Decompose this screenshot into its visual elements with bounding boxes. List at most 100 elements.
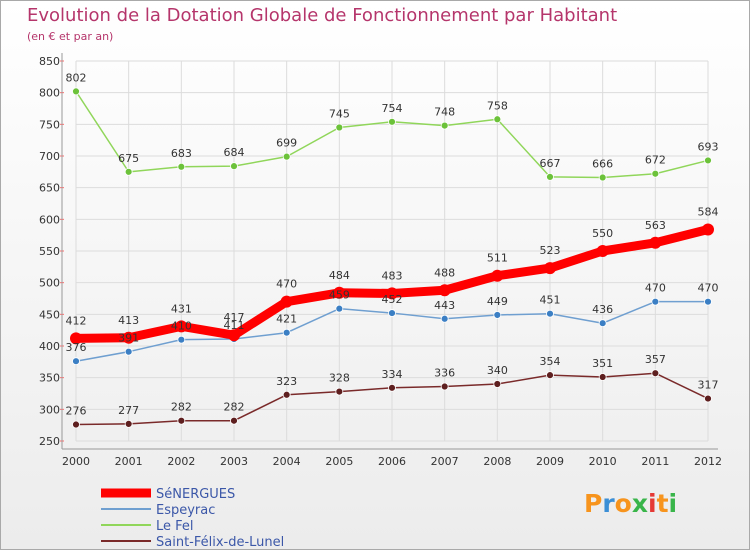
data-label: 410 bbox=[171, 320, 192, 333]
y-tick-label: 600 bbox=[39, 213, 60, 226]
y-tick-label: 550 bbox=[39, 245, 60, 258]
data-label: 584 bbox=[698, 205, 719, 218]
data-label: 376 bbox=[66, 341, 87, 354]
data-point bbox=[440, 382, 449, 391]
y-tick-label: 350 bbox=[39, 372, 60, 385]
y-tick-label: 650 bbox=[39, 182, 60, 195]
data-label: 282 bbox=[224, 401, 245, 414]
data-point bbox=[124, 167, 133, 176]
x-tick-label: 2000 bbox=[62, 455, 90, 468]
data-label: 684 bbox=[224, 146, 245, 159]
data-label: 449 bbox=[487, 295, 508, 308]
data-point bbox=[72, 420, 80, 429]
data-point bbox=[122, 331, 135, 344]
legend-label: SéNERGUES bbox=[156, 487, 235, 502]
data-label: 672 bbox=[645, 154, 666, 167]
data-label: 459 bbox=[329, 289, 350, 302]
y-tick-label: 450 bbox=[39, 308, 60, 321]
data-label: 470 bbox=[276, 278, 297, 291]
data-label: 277 bbox=[118, 404, 139, 417]
y-tick-label: 400 bbox=[39, 340, 60, 353]
y-tick-label: 750 bbox=[39, 118, 60, 131]
data-point bbox=[596, 245, 609, 257]
data-point bbox=[282, 328, 291, 337]
x-tick-label: 2001 bbox=[115, 455, 143, 468]
data-label: 470 bbox=[698, 282, 719, 295]
x-tick-label: 2012 bbox=[694, 455, 722, 468]
data-label: 336 bbox=[434, 367, 455, 380]
data-point bbox=[388, 309, 396, 317]
data-label: 351 bbox=[592, 357, 613, 370]
data-point bbox=[388, 117, 396, 126]
data-label: 417 bbox=[224, 311, 245, 324]
data-label: 317 bbox=[698, 379, 719, 392]
data-point bbox=[440, 314, 449, 323]
data-point bbox=[702, 223, 714, 236]
x-tick-label: 2005 bbox=[325, 455, 353, 468]
data-label: 699 bbox=[276, 137, 297, 150]
data-point bbox=[230, 162, 238, 171]
logo-letter: i bbox=[648, 489, 657, 518]
data-point bbox=[493, 311, 502, 319]
data-point bbox=[649, 236, 662, 249]
data-point bbox=[177, 162, 186, 171]
data-point bbox=[72, 87, 80, 96]
data-label: 354 bbox=[540, 355, 561, 368]
data-point bbox=[546, 172, 554, 181]
data-label: 511 bbox=[487, 252, 508, 265]
data-label: 357 bbox=[645, 353, 666, 366]
data-point bbox=[335, 304, 344, 313]
x-tick-label: 2009 bbox=[536, 455, 564, 468]
logo-letter: t bbox=[656, 489, 669, 518]
data-point bbox=[175, 320, 188, 333]
logo-letter: x bbox=[631, 489, 648, 518]
data-label: 483 bbox=[382, 269, 403, 282]
data-label: 754 bbox=[382, 102, 403, 115]
data-point bbox=[544, 262, 556, 275]
x-tick-label: 2007 bbox=[431, 455, 459, 468]
logo-letter: r bbox=[602, 489, 615, 518]
logo-letter: P bbox=[584, 489, 603, 518]
proxiti-logo: Proxiti bbox=[584, 489, 677, 518]
data-point bbox=[546, 371, 554, 380]
legend-label: Le Fel bbox=[156, 519, 194, 534]
x-tick-label: 2011 bbox=[641, 455, 669, 468]
data-point bbox=[493, 115, 502, 124]
data-point bbox=[280, 295, 293, 308]
legend-label: Espeyrac bbox=[156, 503, 215, 518]
data-point bbox=[124, 419, 133, 428]
data-label: 323 bbox=[276, 375, 297, 388]
data-point bbox=[438, 284, 451, 297]
data-label: 484 bbox=[329, 269, 350, 282]
data-point bbox=[335, 387, 344, 396]
y-tick-label: 850 bbox=[39, 55, 60, 68]
data-label: 758 bbox=[487, 99, 508, 112]
data-point bbox=[335, 123, 344, 132]
data-point bbox=[546, 309, 554, 318]
data-label: 683 bbox=[171, 147, 192, 160]
logo-letter: o bbox=[614, 489, 632, 518]
data-label: 276 bbox=[66, 405, 87, 418]
logo-letter: i bbox=[668, 489, 678, 518]
data-point bbox=[704, 297, 712, 306]
y-tick-label: 250 bbox=[39, 435, 60, 448]
data-point bbox=[598, 373, 607, 381]
data-point bbox=[388, 383, 396, 392]
data-point bbox=[177, 416, 186, 425]
data-label: 431 bbox=[171, 302, 192, 315]
data-point bbox=[72, 357, 80, 366]
data-point bbox=[651, 369, 660, 378]
data-label: 452 bbox=[382, 293, 403, 306]
data-point bbox=[651, 169, 660, 178]
data-point bbox=[704, 394, 712, 403]
data-point bbox=[282, 390, 291, 399]
data-label: 523 bbox=[540, 244, 561, 257]
data-point bbox=[491, 269, 504, 282]
x-tick-label: 2002 bbox=[167, 455, 195, 468]
data-label: 443 bbox=[434, 299, 455, 312]
x-tick-label: 2008 bbox=[483, 455, 511, 468]
data-label: 748 bbox=[434, 106, 455, 119]
data-label: 666 bbox=[592, 158, 613, 171]
